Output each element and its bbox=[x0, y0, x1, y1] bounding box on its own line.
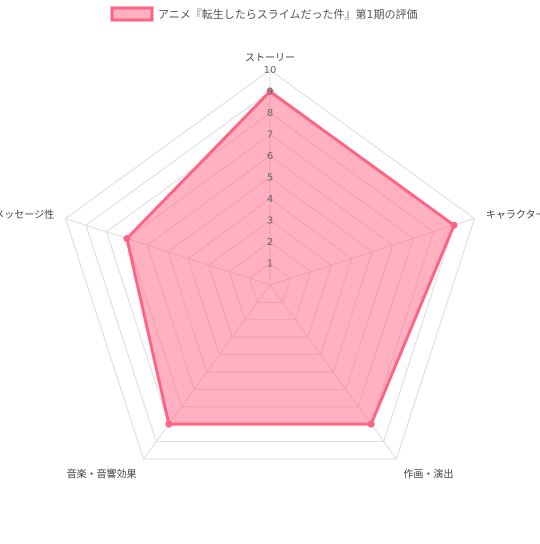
tick-label: 9 bbox=[267, 87, 273, 98]
data-point bbox=[367, 420, 375, 428]
category-label: 作画・演出 bbox=[403, 468, 453, 481]
category-label: ストーリー bbox=[245, 53, 295, 64]
tick-label: 7 bbox=[267, 130, 273, 141]
tick-label: 6 bbox=[267, 151, 273, 162]
data-point bbox=[450, 221, 458, 229]
tick-label: 4 bbox=[267, 194, 273, 205]
data-point bbox=[123, 234, 131, 242]
tick-label: 5 bbox=[267, 173, 273, 184]
tick-label: 8 bbox=[267, 108, 273, 119]
data-point bbox=[266, 88, 274, 95]
category-label: メッセージ性 bbox=[0, 208, 54, 221]
category-label: 音楽・音響効果 bbox=[67, 468, 137, 481]
legend-swatch[interactable] bbox=[110, 6, 154, 22]
category-label: キャラクター bbox=[486, 209, 540, 221]
tick-label: 3 bbox=[267, 216, 273, 227]
tick-label: 10 bbox=[264, 65, 277, 76]
grid-line bbox=[64, 69, 476, 460]
data-point bbox=[165, 420, 173, 428]
series-area bbox=[125, 89, 456, 426]
legend-label[interactable]: アニメ『転生したらスライムだった件』第1期の評価 bbox=[158, 7, 418, 21]
tick-label: 2 bbox=[267, 237, 273, 248]
tick-label: 1 bbox=[267, 259, 273, 270]
